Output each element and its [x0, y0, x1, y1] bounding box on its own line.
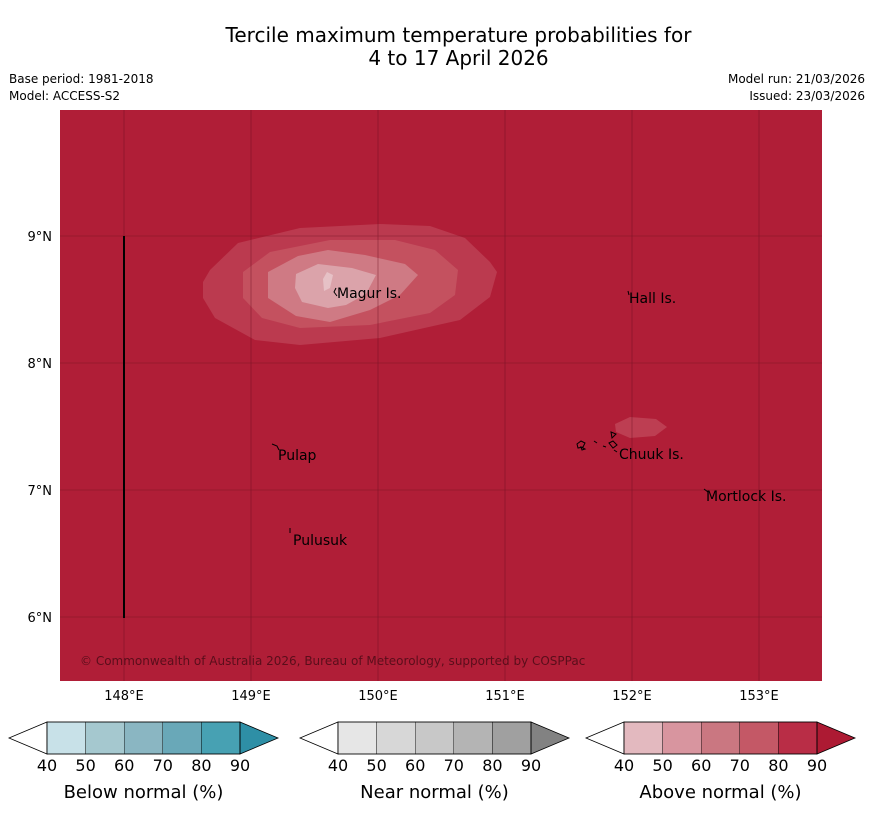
contour-40	[295, 264, 376, 308]
lon-label: 150°E	[358, 689, 398, 704]
title-line-1: Tercile maximum temperature probabilitie…	[225, 23, 692, 47]
place-labels: Magur Is. Hall Is. Pulap Chuuk Is. Mortl…	[278, 286, 786, 549]
legend-swatch	[662, 721, 702, 755]
legend-swatch	[46, 721, 86, 755]
legend-swatch	[123, 721, 163, 755]
place-label: Pulusuk	[293, 533, 348, 549]
lat-label: 6°N	[28, 611, 53, 626]
island-chuuk-lagoon	[576, 431, 618, 453]
legend-tick-label: 70	[730, 756, 750, 775]
lat-label: 9°N	[28, 230, 53, 245]
legend-tick-label: 50	[652, 756, 672, 775]
island-magur	[333, 287, 338, 297]
legend-swatch	[492, 721, 532, 755]
place-label: Magur Is.	[337, 286, 402, 302]
legend-swatch	[337, 721, 377, 755]
lat-label: 8°N	[28, 357, 53, 372]
legend-tick-label: 70	[153, 756, 173, 775]
legend-tick-label: 80	[191, 756, 211, 775]
legend-tick-label: 60	[691, 756, 711, 775]
legend-above-normal: 40 50 60 70 80 90 Above normal (%)	[584, 721, 857, 803]
legend-swatch	[415, 721, 455, 755]
lat-label: 7°N	[28, 484, 53, 499]
legend-arrow-high	[816, 721, 857, 755]
copyright-notice: © Commonwealth of Australia 2026, Bureau…	[80, 654, 585, 668]
legend-swatch	[201, 721, 241, 755]
legend-below-normal: 40 50 60 70 80 90 Below normal (%)	[7, 721, 280, 803]
meta-left: Base period: 1981-2018 Model: ACCESS-S2	[9, 71, 154, 105]
place-label: Chuuk Is.	[619, 447, 684, 463]
legend-swatch	[701, 721, 741, 755]
legend-tick-label: 70	[444, 756, 464, 775]
meta-right: Model run: 21/03/2026 Issued: 23/03/2026	[728, 71, 865, 105]
model-run: Model run: 21/03/2026	[727, 72, 865, 86]
legend-arrow-low	[298, 721, 339, 755]
place-label: Mortlock Is.	[706, 489, 786, 505]
legend-swatch	[623, 721, 663, 755]
legend-tick-label: 40	[328, 756, 348, 775]
legend-swatch	[453, 721, 493, 755]
lon-label: 152°E	[612, 689, 652, 704]
legend-tick-label: 60	[405, 756, 425, 775]
legend-tick-label: 90	[230, 756, 250, 775]
place-label: Hall Is.	[629, 291, 676, 307]
contour-chuuk	[615, 417, 667, 438]
legend-title: Below normal (%)	[64, 782, 224, 803]
legend-tick-label: 50	[366, 756, 386, 775]
lon-label: 149°E	[231, 689, 271, 704]
island-hall	[627, 290, 630, 296]
model-name: Model: ACCESS-S2	[9, 89, 121, 103]
island-outlines	[271, 287, 709, 533]
title-line-2: 4 to 17 April 2026	[368, 46, 549, 70]
contour-30	[323, 272, 333, 291]
lon-label: 148°E	[104, 689, 144, 704]
legend-near-normal: 40 50 60 70 80 90 Near normal (%)	[298, 721, 571, 803]
legend-arrow-high	[239, 721, 280, 755]
lon-label: 151°E	[485, 689, 525, 704]
base-period: Base period: 1981-2018	[9, 72, 154, 86]
legend-tick-label: 80	[768, 756, 788, 775]
legend-swatch	[739, 721, 779, 755]
lon-axis: 148°E 149°E 150°E 151°E 152°E 153°E	[104, 689, 779, 704]
legend-swatch	[376, 721, 416, 755]
legend-arrow-high	[530, 721, 571, 755]
legend-tick-label: 40	[614, 756, 634, 775]
legend-tick-label: 90	[807, 756, 827, 775]
legend-tick-label: 40	[37, 756, 57, 775]
map-title: Tercile maximum temperature probabilitie…	[0, 24, 873, 70]
legend-tick-label: 50	[75, 756, 95, 775]
place-label: Pulap	[278, 448, 317, 464]
lon-label: 153°E	[739, 689, 779, 704]
issued-date: Issued: 23/03/2026	[749, 89, 865, 103]
island-pulap	[271, 443, 280, 451]
map-background	[60, 110, 822, 681]
legend-arrow-low	[7, 721, 48, 755]
legend-title: Near normal (%)	[360, 782, 509, 803]
legend-tick-label: 80	[482, 756, 502, 775]
legend-outline	[337, 721, 532, 755]
legend-title: Above normal (%)	[639, 782, 801, 803]
legend-tick-label: 60	[114, 756, 134, 775]
legend-swatch	[162, 721, 202, 755]
legend-swatch	[85, 721, 125, 755]
probability-contours	[203, 224, 667, 438]
legend-outline	[46, 721, 241, 755]
legend-tick-label: 90	[521, 756, 541, 775]
legend-arrow-low	[584, 721, 625, 755]
legend-outline	[623, 721, 818, 755]
lat-axis: 9°N 8°N 7°N 6°N	[28, 230, 53, 626]
island-mortlock	[703, 488, 709, 493]
legend-swatch	[778, 721, 818, 755]
